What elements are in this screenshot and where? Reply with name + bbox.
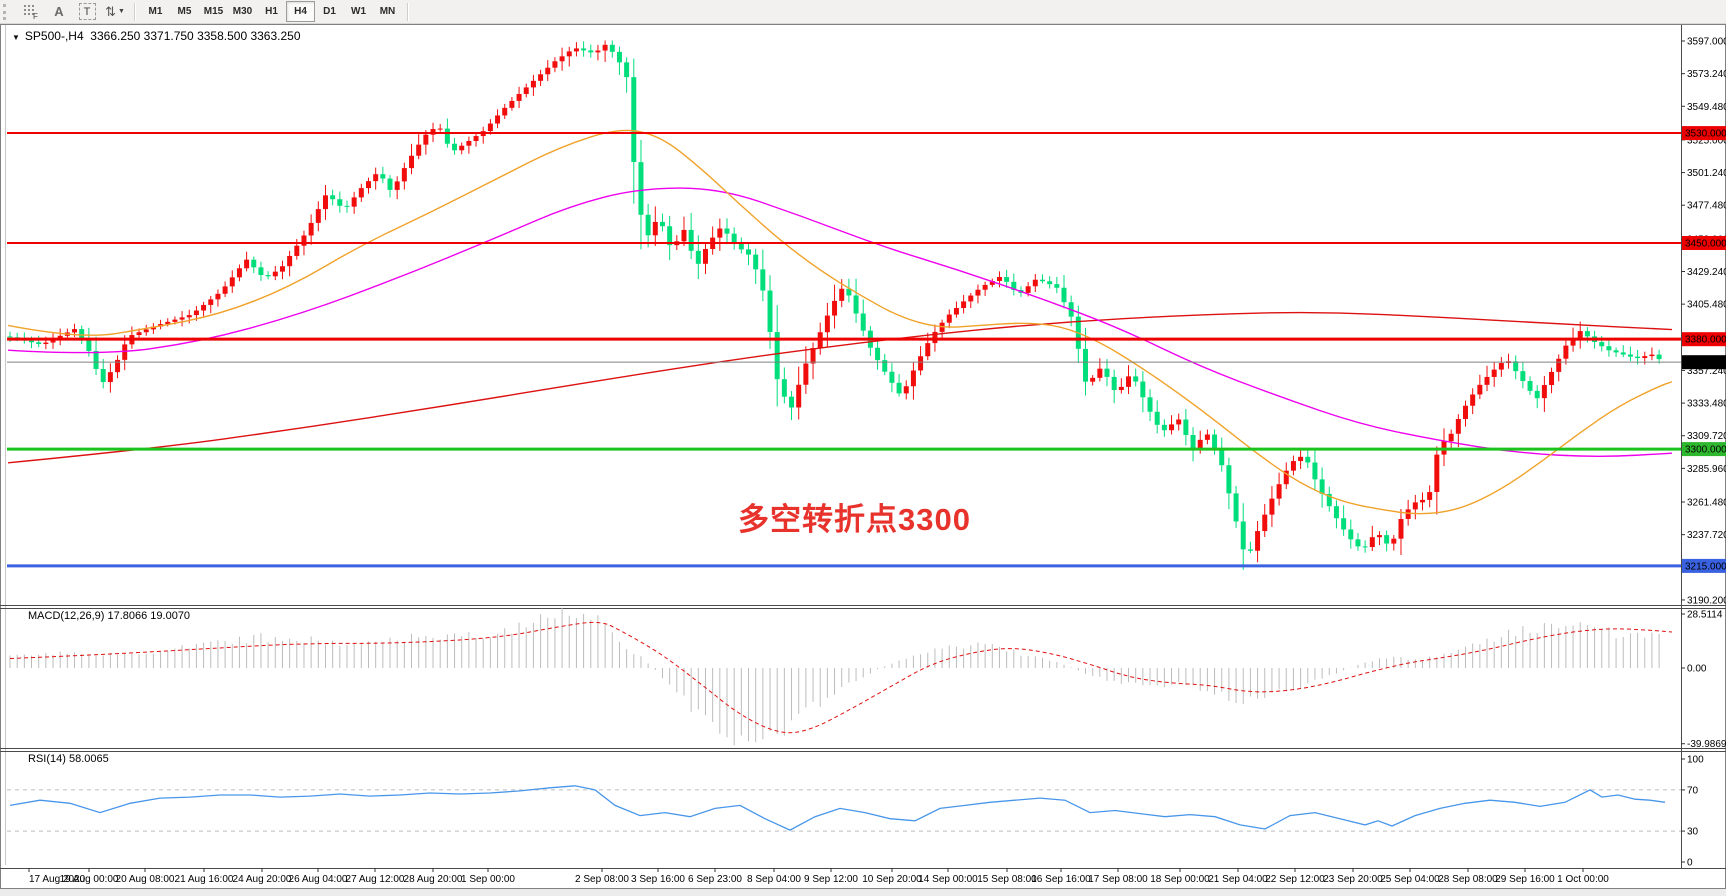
slow-ma-red bbox=[7, 311, 1673, 464]
svg-text:3380.000: 3380.000 bbox=[1685, 335, 1726, 346]
timeframe-button-m1[interactable]: M1 bbox=[148, 6, 163, 17]
svg-text:26 Aug 04:00: 26 Aug 04:00 bbox=[289, 874, 348, 885]
chart-title: ▼ SP500-,H4 3366.250 3371.750 3358.500 33… bbox=[12, 29, 301, 43]
svg-text:3363.250: 3363.250 bbox=[1685, 358, 1726, 369]
svg-text:24 Aug 20:00: 24 Aug 20:00 bbox=[233, 874, 292, 885]
svg-text:3405.480: 3405.480 bbox=[1687, 300, 1726, 311]
dropdown-caret-icon[interactable]: ▼ bbox=[117, 8, 125, 15]
toolbar-separator bbox=[407, 2, 409, 21]
chart-symbol-period: SP500-,H4 bbox=[24, 29, 84, 43]
svg-text:3357.240: 3357.240 bbox=[1687, 366, 1726, 377]
timeframe-button-w1[interactable]: W1 bbox=[351, 6, 366, 17]
svg-text:3261.480: 3261.480 bbox=[1687, 498, 1726, 509]
svg-text:3333.480: 3333.480 bbox=[1687, 399, 1726, 410]
text-tool-icon[interactable]: T bbox=[74, 1, 100, 23]
svg-text:3285.960: 3285.960 bbox=[1687, 464, 1726, 475]
macd-indicator-label: MACD(12,26,9) 17.8066 19.0070 bbox=[28, 610, 191, 622]
grid-properties-icon[interactable]: F bbox=[18, 1, 44, 23]
svg-text:28 Aug 20:00: 28 Aug 20:00 bbox=[404, 874, 463, 885]
swap-arrows-glyph: ⇅ bbox=[105, 3, 116, 19]
svg-text:3573.240: 3573.240 bbox=[1687, 69, 1726, 80]
svg-text:-39.9869: -39.9869 bbox=[1687, 739, 1726, 750]
svg-text:21 Aug 16:00: 21 Aug 16:00 bbox=[175, 874, 234, 885]
svg-text:16 Sep 16:00: 16 Sep 16:00 bbox=[1031, 874, 1091, 885]
timeframe-button-h1[interactable]: H1 bbox=[265, 6, 278, 17]
svg-text:15 Sep 08:00: 15 Sep 08:00 bbox=[977, 874, 1037, 885]
timeframe-button-m15[interactable]: M15 bbox=[203, 6, 224, 17]
macd-signal-line bbox=[9, 621, 1673, 734]
svg-text:28.5114: 28.5114 bbox=[1687, 609, 1723, 620]
svg-text:3450.000: 3450.000 bbox=[1685, 238, 1726, 249]
timeframe-button-m30[interactable]: M30 bbox=[232, 6, 253, 17]
svg-text:3530.000: 3530.000 bbox=[1685, 129, 1726, 140]
rsi-indicator-label: RSI(14) 58.0065 bbox=[28, 753, 109, 765]
svg-text:0: 0 bbox=[1687, 858, 1693, 869]
svg-text:0.00: 0.00 bbox=[1687, 664, 1707, 675]
toolbar-separator bbox=[134, 2, 136, 21]
svg-text:3597.000: 3597.000 bbox=[1687, 37, 1726, 48]
svg-text:3525.000: 3525.000 bbox=[1687, 135, 1726, 146]
svg-text:70: 70 bbox=[1687, 785, 1699, 796]
svg-text:28 Sep 08:00: 28 Sep 08:00 bbox=[1438, 874, 1498, 885]
svg-text:21 Sep 04:00: 21 Sep 04:00 bbox=[1208, 874, 1268, 885]
fast-ma-orange bbox=[7, 129, 1673, 515]
svg-text:3309.720: 3309.720 bbox=[1687, 431, 1726, 442]
cycle-arrows-icon[interactable]: ⇅ ▼ bbox=[102, 1, 128, 23]
svg-text:27 Aug 12:00: 27 Aug 12:00 bbox=[346, 874, 405, 885]
timeframe-button-mn[interactable]: MN bbox=[379, 6, 396, 17]
svg-text:2 Sep 08:00: 2 Sep 08:00 bbox=[575, 874, 629, 885]
top-toolbar: F A T ⇅ ▼ M1 M5 M15 M30 H1 H4 D1 W1 MN bbox=[0, 0, 1726, 24]
timeframe-button-d1[interactable]: D1 bbox=[323, 6, 336, 17]
svg-text:14 Sep 00:00: 14 Sep 00:00 bbox=[918, 874, 978, 885]
svg-text:18 Sep 00:00: 18 Sep 00:00 bbox=[1150, 874, 1210, 885]
candles-layer bbox=[7, 40, 1662, 570]
svg-text:1 Sep 00:00: 1 Sep 00:00 bbox=[461, 874, 515, 885]
svg-text:3501.240: 3501.240 bbox=[1687, 168, 1726, 179]
svg-text:22 Sep 12:00: 22 Sep 12:00 bbox=[1265, 874, 1325, 885]
text-tool-glyph: T bbox=[78, 3, 96, 20]
svg-text:3237.720: 3237.720 bbox=[1687, 530, 1726, 541]
svg-text:3190.200: 3190.200 bbox=[1687, 595, 1726, 606]
svg-text:17 Sep 08:00: 17 Sep 08:00 bbox=[1088, 874, 1148, 885]
svg-text:F: F bbox=[33, 12, 38, 20]
bottom-window-strip bbox=[0, 889, 1726, 896]
macd-histogram bbox=[9, 607, 1660, 746]
timeframe-button-m5[interactable]: M5 bbox=[177, 6, 192, 17]
chart-text-annotation: 多空转折点3300 bbox=[738, 502, 971, 537]
rsi-line bbox=[9, 785, 1666, 831]
mid-ma-magenta bbox=[7, 187, 1673, 457]
toolbar-grip[interactable] bbox=[3, 3, 11, 20]
svg-text:3215.000: 3215.000 bbox=[1685, 561, 1726, 572]
text-label-icon[interactable]: A bbox=[54, 4, 64, 19]
svg-text:3300.000: 3300.000 bbox=[1685, 445, 1726, 456]
svg-text:6 Sep 23:00: 6 Sep 23:00 bbox=[688, 874, 742, 885]
svg-text:3429.240: 3429.240 bbox=[1687, 267, 1726, 278]
svg-text:20 Aug 08:00: 20 Aug 08:00 bbox=[116, 874, 175, 885]
svg-text:10 Sep 20:00: 10 Sep 20:00 bbox=[862, 874, 922, 885]
svg-text:17 Aug 2020: 17 Aug 2020 bbox=[29, 874, 86, 885]
chart-ohlc-values: 3366.250 3371.750 3358.500 3363.250 bbox=[90, 29, 301, 43]
svg-text:3549.480: 3549.480 bbox=[1687, 102, 1726, 113]
timeframe-button-group: M1 M5 M15 M30 H1 H4 D1 W1 MN bbox=[141, 1, 402, 22]
svg-text:8 Sep 04:00: 8 Sep 04:00 bbox=[747, 874, 801, 885]
svg-text:3477.480: 3477.480 bbox=[1687, 201, 1726, 212]
svg-text:9 Sep 12:00: 9 Sep 12:00 bbox=[804, 874, 858, 885]
svg-text:30: 30 bbox=[1687, 827, 1699, 838]
svg-text:29 Sep 16:00: 29 Sep 16:00 bbox=[1495, 874, 1555, 885]
svg-text:23 Sep 20:00: 23 Sep 20:00 bbox=[1323, 874, 1383, 885]
chart-title-dropdown-icon[interactable]: ▼ bbox=[12, 33, 20, 42]
timeframe-button-h4[interactable]: H4 bbox=[286, 1, 315, 22]
svg-text:1 Oct 00:00: 1 Oct 00:00 bbox=[1557, 874, 1609, 885]
svg-text:25 Sep 04:00: 25 Sep 04:00 bbox=[1380, 874, 1440, 885]
svg-text:3 Sep 16:00: 3 Sep 16:00 bbox=[631, 874, 685, 885]
svg-text:19 Aug 00:00: 19 Aug 00:00 bbox=[60, 874, 119, 885]
svg-text:100: 100 bbox=[1687, 755, 1704, 766]
